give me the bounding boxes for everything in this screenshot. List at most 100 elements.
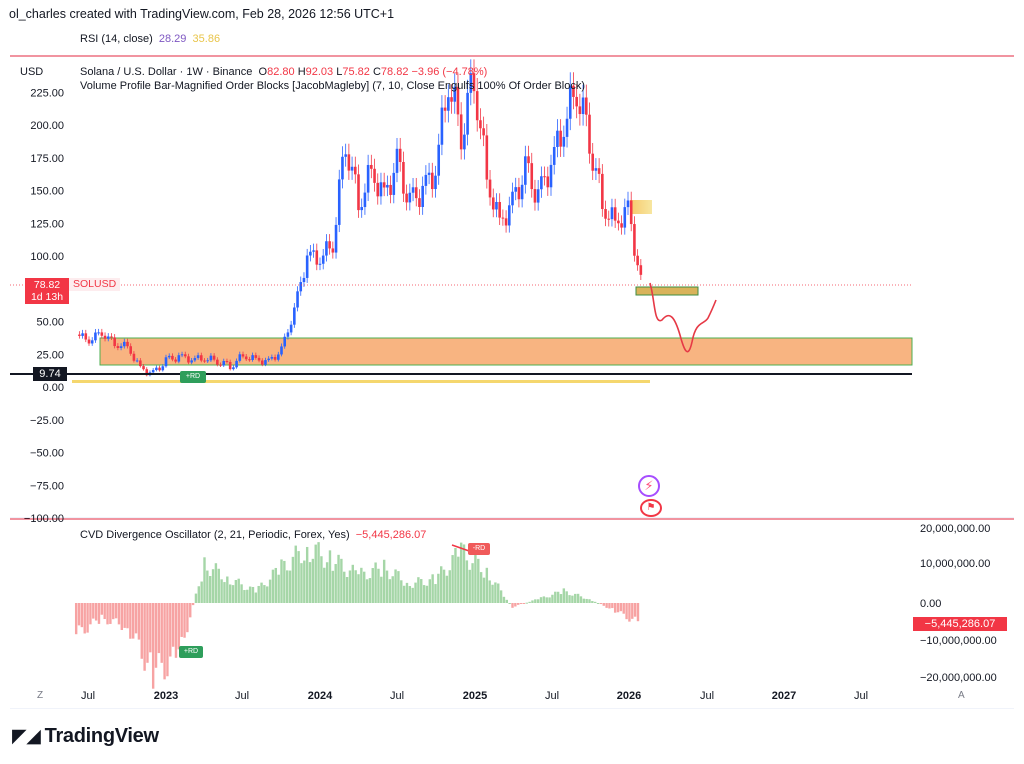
y-tick-label: 100.00: [30, 251, 64, 263]
cvd-bar: [625, 603, 628, 620]
cvd-bar: [146, 603, 149, 663]
rsi-ma-value: 35.86: [192, 33, 221, 45]
zoom-button[interactable]: Z: [37, 690, 44, 701]
candle-body: [386, 184, 389, 188]
flag-icon[interactable]: ⚑: [640, 499, 662, 517]
time-axis-label: Jul: [699, 690, 715, 702]
rsi-legend[interactable]: RSI (14, close) 28.29 35.86: [80, 33, 220, 45]
candle-body: [527, 156, 530, 164]
time-axis-label: 2023: [153, 690, 179, 702]
candle-body: [302, 277, 306, 283]
cvd-bar: [459, 542, 463, 603]
cvd-bar: [442, 569, 446, 603]
cvd-legend[interactable]: CVD Divergence Oscillator (2, 21, Period…: [80, 529, 426, 541]
cvd-bar: [402, 585, 406, 603]
price-panel[interactable]: [10, 57, 1014, 517]
candle-body: [353, 166, 357, 175]
candle-body: [421, 185, 424, 207]
candle-body: [507, 205, 511, 226]
symbol-badge: SOLUSD: [69, 278, 121, 291]
candle-body: [171, 355, 174, 360]
currency-label[interactable]: USD: [20, 66, 44, 78]
cvd-bar: [323, 567, 326, 603]
candle-body: [373, 168, 376, 183]
bar-countdown: 1d 13h: [30, 291, 64, 303]
cvd-bar: [226, 576, 229, 603]
cvd-bar: [502, 596, 506, 603]
cvd-bar: [633, 603, 637, 617]
cvd-bar: [83, 603, 86, 634]
candle-body: [382, 182, 386, 188]
cvd-bar: [166, 603, 169, 677]
cvd-bar: [254, 592, 258, 603]
candle-body: [174, 359, 177, 362]
candles-layer: [78, 59, 643, 377]
candle-body: [161, 366, 165, 371]
auto-scale-button[interactable]: A: [958, 690, 965, 701]
candle-body: [193, 358, 197, 361]
cvd-bar: [223, 582, 226, 603]
order-block-highlight: [630, 200, 652, 214]
cvd-value-badge: −5,445,286.07: [913, 617, 1007, 631]
candle-body: [225, 361, 229, 363]
ohlc-l-label: L: [336, 66, 343, 78]
cvd-bar: [434, 584, 437, 603]
cvd-bar: [137, 603, 141, 640]
cvd-bar: [129, 603, 132, 639]
cvd-bar: [209, 576, 212, 603]
candle-body: [607, 218, 611, 220]
volume-bar: [72, 380, 650, 383]
candle-body: [177, 355, 181, 362]
cvd-bar: [411, 587, 414, 603]
ohlc-low: 75.82: [342, 66, 370, 78]
time-axis-label: 2026: [616, 690, 642, 702]
cvd-bar: [180, 603, 183, 637]
cvd-bar: [608, 603, 611, 609]
cvd-bar: [440, 566, 443, 603]
symbol-legend[interactable]: Solana / U.S. Dollar · 1W · Binance O82.…: [80, 66, 487, 78]
cvd-bar: [548, 597, 551, 603]
candle-body: [530, 163, 534, 190]
cvd-bar: [120, 603, 123, 631]
cvd-bar: [231, 585, 235, 603]
cvd-bar: [582, 598, 585, 603]
cvd-bar: [405, 582, 409, 603]
lightning-icon[interactable]: ⚡: [638, 475, 660, 497]
candle-body: [232, 367, 235, 370]
time-axis-panel[interactable]: [10, 686, 1014, 708]
cvd-bar: [363, 571, 366, 603]
cvd-bar: [377, 568, 380, 603]
cvd-bar: [246, 589, 249, 603]
cvd-bar: [228, 584, 232, 603]
cvd-bar: [171, 603, 175, 647]
indicator-legend[interactable]: Volume Profile Bar-Magnified Order Block…: [80, 80, 586, 92]
candle-body: [248, 359, 251, 361]
cvd-value: −5,445,286.07: [355, 529, 427, 541]
axes-layer: 225.00 200.00 175.00 150.00 125.00 100.00 50.0…: [24, 87, 64, 525]
candle-body: [206, 360, 210, 362]
candle-body: [145, 369, 149, 376]
cvd-bar: [328, 550, 332, 603]
candle-body: [411, 187, 415, 193]
candle-body: [187, 356, 190, 363]
candle-body: [559, 130, 562, 147]
cvd-bar: [622, 603, 625, 614]
cvd-tick: −20,000,000.00: [920, 672, 997, 684]
candle-body: [180, 354, 184, 356]
rsi-panel[interactable]: [10, 27, 1014, 55]
candle-body: [594, 168, 598, 171]
candle-body: [334, 224, 338, 253]
cvd-bar: [177, 603, 181, 650]
cvd-bar: [340, 558, 343, 603]
candle-body: [286, 332, 290, 337]
candle-body: [257, 357, 261, 361]
cvd-bar: [494, 582, 497, 603]
cvd-bar: [243, 590, 246, 603]
brand-name: TradingView: [44, 725, 159, 747]
cvd-bar: [103, 603, 106, 620]
candle-body: [196, 355, 200, 359]
candle-body: [276, 354, 280, 360]
candle-body: [158, 367, 161, 371]
cvd-bar: [562, 588, 566, 603]
